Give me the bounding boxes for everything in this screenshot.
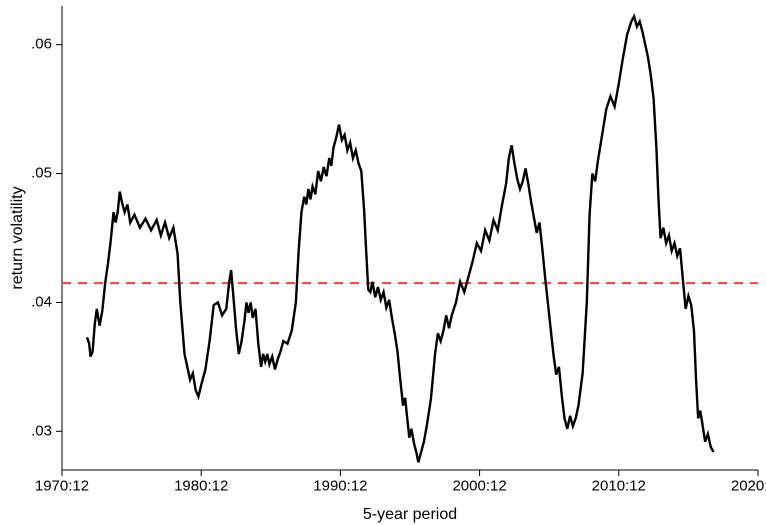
- chart-svg: .03 .04 .05 .06 1970:12 1980:12 1990:12 2000:12…: [0, 0, 766, 525]
- x-tick-label: 1970:12: [35, 477, 89, 494]
- y-tick-label: .03: [31, 422, 52, 439]
- x-axis-title: 5-year period: [363, 506, 457, 523]
- y-tick-label: .04: [31, 293, 52, 310]
- y-tick-label: .06: [31, 36, 52, 53]
- x-tick-label: 2010:12: [592, 477, 646, 494]
- x-tick-label: 2020:12: [731, 477, 766, 494]
- y-axis-title: return volatility: [9, 186, 26, 289]
- x-tick-label: 1990:12: [313, 477, 367, 494]
- x-tick-label: 2000:12: [452, 477, 506, 494]
- volatility-chart: .03 .04 .05 .06 1970:12 1980:12 1990:12 2000:12…: [0, 0, 766, 525]
- x-tick-label: 1980:12: [174, 477, 228, 494]
- y-tick-label: .05: [31, 165, 52, 182]
